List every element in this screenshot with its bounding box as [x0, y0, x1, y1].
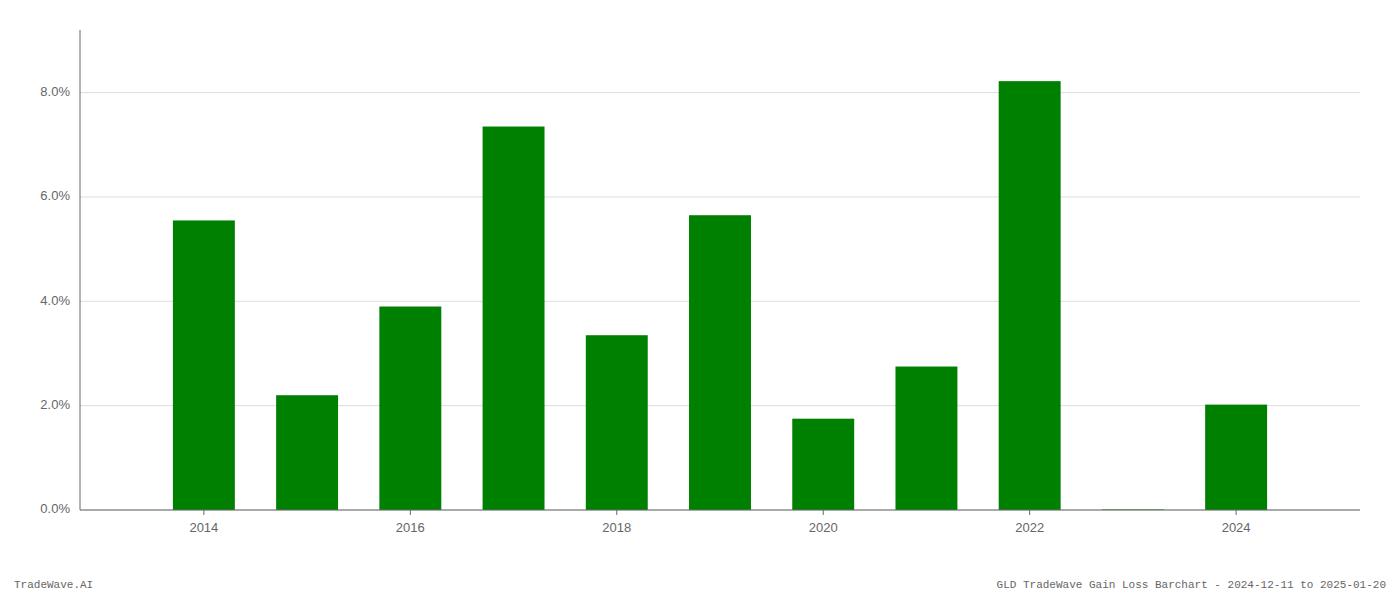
bar: [276, 395, 338, 510]
x-tick-label: 2022: [1015, 520, 1044, 535]
y-axis-line: [80, 30, 81, 510]
y-tick-label: 0.0%: [40, 501, 70, 516]
x-axis-line: [80, 510, 1360, 511]
bar: [1205, 405, 1267, 510]
footnote: TradeWave.AI: [14, 579, 93, 591]
bar: [999, 81, 1061, 510]
grid-line: [80, 92, 1360, 93]
bar: [379, 307, 441, 510]
x-tick-label: 2018: [602, 520, 631, 535]
bar: [173, 220, 235, 510]
bar: [483, 127, 545, 510]
x-tick-label: 2024: [1222, 520, 1251, 535]
y-tick-label: 2.0%: [40, 397, 70, 412]
bar: [689, 215, 751, 510]
y-tick-label: 4.0%: [40, 293, 70, 308]
x-tick-label: 2016: [396, 520, 425, 535]
bars: [173, 81, 1267, 510]
grid-line: [80, 510, 1360, 511]
grid-line: [80, 196, 1360, 197]
x-tick-label: 2014: [189, 520, 218, 535]
x-tick: [203, 510, 204, 515]
x-tick: [616, 510, 617, 515]
y-tick-label: 6.0%: [40, 188, 70, 203]
footnote: GLD TradeWave Gain Loss Barchart - 2024-…: [997, 579, 1386, 591]
x-tick: [1236, 510, 1237, 515]
x-tick: [410, 510, 411, 515]
chart-container: 0.0% 2.0% 4.0% 6.0% 8.0% 2014 2016 2018 2020 2022…: [0, 0, 1400, 600]
bar: [895, 367, 957, 510]
x-tick: [1029, 510, 1030, 515]
bar: [792, 419, 854, 510]
x-tick-label: 2020: [809, 520, 838, 535]
chart: 0.0% 2.0% 4.0% 6.0% 8.0% 2014 2016 2018 2020 2022…: [0, 0, 1400, 600]
y-grid: [80, 93, 1360, 510]
x-tick: [823, 510, 824, 515]
bar: [586, 335, 648, 510]
y-tick-label: 8.0%: [40, 84, 70, 99]
